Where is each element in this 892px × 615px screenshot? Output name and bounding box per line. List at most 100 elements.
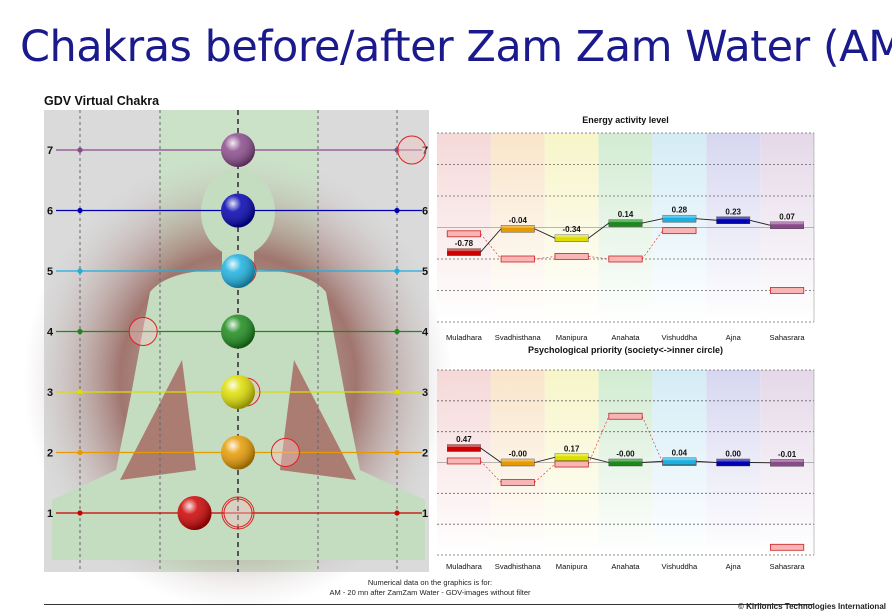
level-label-right-7: 7	[422, 145, 428, 157]
footer-rule	[44, 604, 814, 605]
chakra-shine-7	[221, 133, 255, 167]
footnote: Numerical data on the graphics is for: A…	[300, 578, 560, 598]
chakra-shine-6	[221, 193, 255, 228]
category-label-2: Manipura	[556, 562, 588, 571]
value-bar-shine-5	[716, 216, 750, 220]
value-connector	[534, 456, 556, 463]
reference-bar-2	[554, 253, 589, 260]
center-dashed-lines	[79, 110, 398, 572]
reference-bar-1	[500, 255, 535, 263]
value-bar-shine-6	[770, 459, 804, 462]
level-label-right-1: 1	[422, 508, 428, 520]
reference-connector	[588, 416, 610, 465]
energy-activity-chart: Energy activity level -0.78 -0.04 -0.34 0.14…	[437, 115, 815, 342]
value-label-3: -0.00	[616, 450, 635, 459]
category-label-6: Sahasrara	[770, 333, 806, 342]
level-marker-left-4	[77, 328, 83, 335]
level-marker-left-1	[77, 510, 83, 516]
category-label-0: Muladhara	[446, 562, 483, 571]
level-marker-left-5	[77, 268, 83, 274]
reference-bar-3	[608, 412, 643, 420]
value-bar-shine-1	[501, 225, 535, 228]
level-marker-left-2	[77, 449, 83, 456]
reference-bar-6	[769, 287, 805, 294]
reference-connector	[480, 233, 502, 260]
value-connector	[642, 218, 663, 224]
value-label-2: -0.34	[563, 225, 582, 234]
level-marker-left-3	[77, 389, 83, 395]
category-label-1: Svadhisthana	[495, 333, 542, 342]
level-label-right-2: 2	[422, 448, 428, 460]
reference-bar-0	[446, 230, 482, 238]
value-label-5: 0.00	[725, 450, 741, 459]
reference-circle-2	[270, 438, 300, 467]
level-label-left-1: 1	[47, 508, 53, 520]
value-bar-shine-5	[716, 459, 750, 462]
chakra-shine-5	[221, 254, 255, 288]
value-label-4: 0.28	[672, 206, 688, 215]
category-label-4: Vishuddha	[661, 562, 698, 571]
value-label-6: 0.07	[779, 212, 795, 221]
category-label-3: Anahata	[611, 562, 640, 571]
value-connector	[480, 228, 502, 253]
reference-bar-3	[608, 255, 643, 263]
value-connector	[696, 460, 717, 463]
value-label-5: 0.23	[725, 207, 741, 216]
chart-title: Psychological priority (society<->inner …	[528, 345, 723, 355]
value-label-3: 0.14	[618, 210, 634, 219]
reference-connector	[534, 463, 556, 483]
level-label-left-6: 6	[47, 206, 53, 218]
level-marker-left-6	[77, 207, 83, 214]
reference-bar-0	[446, 457, 482, 465]
level-label-left-7: 7	[47, 145, 53, 157]
value-connector	[588, 222, 610, 239]
level-marker-right-6	[394, 207, 400, 214]
category-label-2: Manipura	[556, 333, 588, 342]
reference-bar-1	[500, 479, 535, 486]
reference-connector	[480, 460, 502, 483]
level-marker-right-2	[394, 449, 400, 456]
value-bar-shine-3	[608, 219, 643, 223]
value-label-0: 0.47	[456, 435, 472, 444]
value-label-6: -0.01	[778, 450, 797, 459]
level-label-left-2: 2	[47, 448, 53, 460]
value-bar-shine-0	[447, 248, 481, 252]
chakra-shine-1	[177, 496, 212, 530]
reference-bar-4	[662, 227, 697, 235]
value-bar-shine-0	[447, 444, 481, 448]
value-connector	[696, 218, 717, 221]
level-label-left-3: 3	[47, 387, 53, 399]
reference-bar-6	[769, 543, 805, 551]
value-bar-shine-2	[554, 234, 589, 238]
level-label-left-5: 5	[47, 266, 53, 278]
value-bar-shine-2	[554, 453, 589, 457]
level-label-right-6: 6	[422, 206, 428, 218]
level-marker-left-7	[77, 147, 83, 153]
reference-connector	[534, 256, 555, 260]
value-label-2: 0.17	[564, 444, 580, 453]
level-label-left-4: 4	[47, 327, 54, 339]
level-marker-right-4	[394, 328, 400, 335]
level-label-right-3: 3	[422, 387, 428, 399]
gdv-panel-title: GDV Virtual Chakra	[44, 94, 160, 108]
value-bar-3	[608, 219, 643, 227]
value-connector	[588, 456, 609, 463]
reference-connector	[641, 416, 663, 463]
category-label-5: Ajna	[726, 562, 742, 571]
category-label-0: Muladhara	[446, 333, 483, 342]
value-bar-3	[608, 458, 643, 467]
level-label-right-5: 5	[422, 266, 428, 278]
chart-title: Energy activity level	[582, 115, 669, 125]
value-bar-shine-6	[770, 221, 804, 225]
chakra-shine-3	[221, 375, 255, 409]
value-label-1: -0.04	[509, 216, 528, 225]
reference-circle-1	[223, 498, 253, 528]
psychological-priority-chart: Psychological priority (society<->inner …	[437, 345, 815, 571]
value-connector	[749, 219, 771, 226]
value-label-4: 0.04	[672, 448, 688, 457]
value-bar-shine-3	[608, 459, 643, 462]
reference-ring-level-1	[221, 496, 255, 530]
left-arm-shadow	[120, 360, 196, 480]
category-label-6: Sahasrara	[770, 562, 806, 571]
